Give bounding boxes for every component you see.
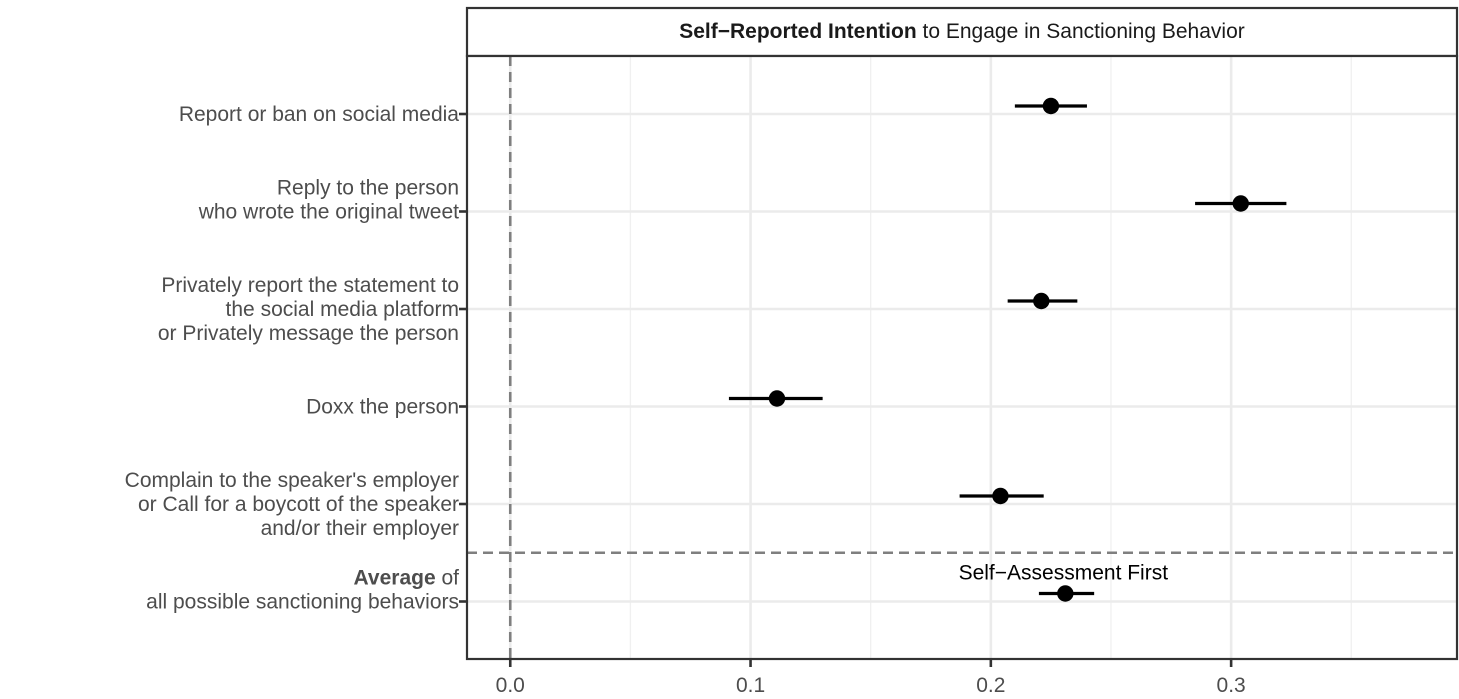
y-tick-label-1-1: who wrote the original tweet xyxy=(198,201,459,224)
grid-layer xyxy=(467,56,1457,659)
title-strip xyxy=(465,6,1459,58)
y-tick-label-5-0: Average of xyxy=(354,567,460,590)
estimate-point-0 xyxy=(1042,97,1060,115)
axis-layer: Report or ban on social media Reply to th… xyxy=(125,103,1246,697)
y-tick-label-0-0: Report or ban on social media xyxy=(179,103,459,126)
plot-panel xyxy=(467,56,1457,659)
estimate-point-4 xyxy=(992,487,1009,505)
y-tick-label-2-2: or Privately message the person xyxy=(158,322,459,345)
chart-title: Self−Reported Intention to Engage in San… xyxy=(679,20,1245,43)
estimate-point-1 xyxy=(1232,195,1249,212)
y-tick-label-3-0: Doxx the person xyxy=(306,396,459,419)
plot-border xyxy=(465,54,1459,661)
chart-title-rest: to Engage in Sanctioning Behavior xyxy=(917,20,1245,43)
x-tick-label-0: 0.0 xyxy=(496,674,525,697)
x-tick-label-3: 0.3 xyxy=(1217,674,1246,697)
y-tick-label-1-0: Reply to the person xyxy=(277,177,459,200)
estimate-point-2 xyxy=(1033,292,1050,310)
y-tick-label-4-2: and/or their employer xyxy=(261,517,459,540)
estimate-point-3 xyxy=(768,390,786,407)
x-tick-label-2: 0.2 xyxy=(976,674,1005,697)
y-tick-label-4-1: or Call for a boycott of the speaker xyxy=(138,493,459,516)
y-tick-label-4-0: Complain to the speaker's employer xyxy=(125,469,459,492)
point-annotation-5: Self−Assessment First xyxy=(959,562,1169,585)
chart-title-bold: Self−Reported Intention xyxy=(679,20,916,43)
data-layer: Self−Assessment First xyxy=(728,97,1287,602)
y-tick-label-2-0: Privately report the statement to xyxy=(161,274,459,297)
y-tick-label-2-1: the social media platform xyxy=(226,298,459,321)
reference-lines xyxy=(467,56,1457,659)
estimate-point-5 xyxy=(1057,585,1074,602)
x-tick-label-1: 0.1 xyxy=(736,674,765,697)
y-tick-label-5-1: all possible sanctioning behaviors xyxy=(146,591,459,614)
